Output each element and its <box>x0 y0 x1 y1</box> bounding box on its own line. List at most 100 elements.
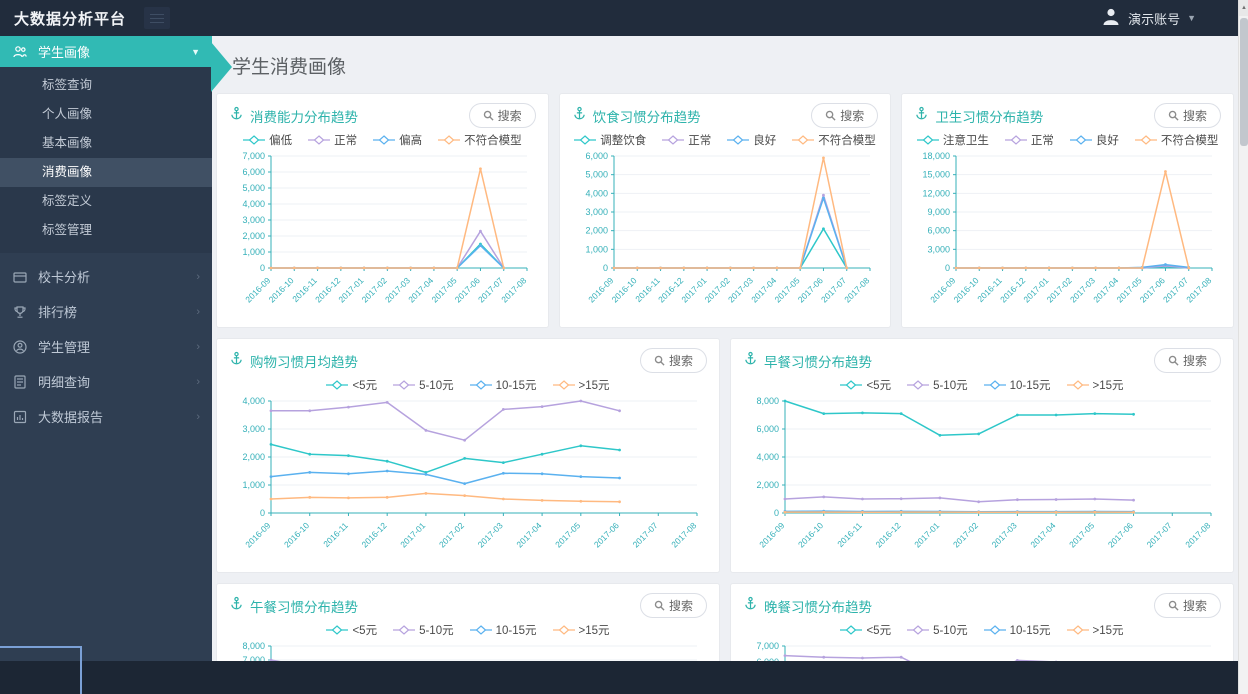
legend-label: >15元 <box>1092 379 1124 392</box>
svg-text:2,000: 2,000 <box>242 231 265 241</box>
legend-marker-icon <box>840 379 863 390</box>
svg-text:2016-10: 2016-10 <box>267 275 296 304</box>
sidebar-subitem[interactable]: 标签定义 <box>42 194 93 208</box>
search-button-label: 搜索 <box>497 109 522 123</box>
line-chart: 0 2,000 4,000 6,000 8,000 2016-09 2016-10 2016-… <box>756 396 1212 549</box>
active-menu-arrow <box>211 42 232 92</box>
chart-title: 早餐习惯分布趋势 <box>764 354 872 370</box>
svg-text:4,000: 4,000 <box>585 188 608 198</box>
search-button[interactable]: 搜索 <box>1153 348 1221 373</box>
legend-marker-icon <box>907 379 930 390</box>
sidebar-subitem[interactable]: 标签查询 <box>42 78 93 92</box>
line-chart: 01,0002,0003,0004,0005,0006,0002016-0920… <box>585 151 871 304</box>
anchor-icon <box>229 596 244 616</box>
svg-text:2017-03: 2017-03 <box>476 520 505 549</box>
legend-marker-icon <box>1066 624 1089 635</box>
search-button-label: 搜索 <box>1182 109 1207 123</box>
legend-item[interactable]: 5-10元 <box>393 377 454 393</box>
legend-item[interactable]: >15元 <box>1066 377 1124 393</box>
svg-text:2016-11: 2016-11 <box>835 520 864 549</box>
search-button[interactable]: 搜索 <box>639 593 707 618</box>
sidebar-item-label: 大数据报告 <box>38 410 104 425</box>
search-button[interactable]: 搜索 <box>639 348 707 373</box>
vertical-scrollbar[interactable]: ▲ <box>1238 0 1248 694</box>
sidebar-item-label: 排行榜 <box>38 305 78 320</box>
chart-legend: 注意卫生 正常 良好 不符合模型 <box>914 131 1221 148</box>
search-button[interactable]: 搜索 <box>1153 593 1221 618</box>
sidebar-item[interactable]: 校卡分析 › <box>0 259 212 294</box>
legend-item[interactable]: <5元 <box>326 622 377 638</box>
sidebar-item[interactable]: 排行榜 › <box>0 294 212 329</box>
search-icon <box>654 600 665 611</box>
legend-item[interactable]: 10-15元 <box>469 377 537 393</box>
legend-item[interactable]: 正常 <box>308 132 357 148</box>
sidebar-subitem[interactable]: 基本画像 <box>42 136 93 150</box>
line-chart: 01,0002,0003,0004,0005,0006,0007,0002016… <box>756 641 1211 661</box>
svg-text:6,000: 6,000 <box>756 424 779 434</box>
legend-label: 不符合模型 <box>818 134 876 147</box>
legend-item[interactable]: 不符合模型 <box>1134 132 1218 148</box>
sidebar-item[interactable]: 明细查询 › <box>0 364 212 399</box>
legend-item[interactable]: 注意卫生 <box>916 132 989 148</box>
user-menu[interactable]: 演示账号 ▼ <box>1101 6 1196 31</box>
svg-text:2,000: 2,000 <box>756 480 779 490</box>
svg-text:2017-06: 2017-06 <box>592 520 621 549</box>
search-button[interactable]: 搜索 <box>1153 103 1221 128</box>
scrollbar-up-arrow-icon[interactable]: ▲ <box>1239 0 1248 16</box>
svg-text:2017-05: 2017-05 <box>553 520 582 549</box>
legend-item[interactable]: 5-10元 <box>907 622 968 638</box>
chevron-right-icon: › <box>196 270 200 283</box>
legend-marker-icon <box>393 379 416 390</box>
sidebar-item[interactable]: 大数据报告 › <box>0 399 212 434</box>
legend-item[interactable]: 不符合模型 <box>792 132 876 148</box>
legend-item[interactable]: 不符合模型 <box>438 132 522 148</box>
legend-item[interactable]: <5元 <box>840 622 891 638</box>
sidebar-item-label: 学生画像 <box>38 45 91 60</box>
anchor-icon <box>229 106 244 126</box>
sidebar-subitem[interactable]: 标签管理 <box>42 223 93 237</box>
svg-text:0: 0 <box>260 263 265 273</box>
svg-text:4,000: 4,000 <box>242 396 265 406</box>
svg-text:15,000: 15,000 <box>923 170 951 180</box>
chevron-right-icon: › <box>196 305 200 318</box>
legend-item[interactable]: 偏高 <box>373 132 422 148</box>
svg-text:2016-09: 2016-09 <box>243 520 272 549</box>
legend-item[interactable]: 良好 <box>1069 132 1119 148</box>
legend-marker-icon <box>907 624 930 635</box>
sidebar-item-student-profile[interactable]: 学生画像 ▼ <box>0 36 212 67</box>
legend-item[interactable]: 10-15元 <box>983 377 1051 393</box>
legend-item[interactable]: 偏低 <box>243 132 292 148</box>
chart-legend: <5元 5-10元 10-15元 >15元 <box>743 621 1221 638</box>
legend-item[interactable]: 5-10元 <box>907 377 968 393</box>
legend-item[interactable]: 10-15元 <box>469 622 537 638</box>
svg-text:0: 0 <box>260 508 265 518</box>
student-manage-icon <box>12 339 28 355</box>
legend-marker-icon <box>983 379 1006 390</box>
legend-item[interactable]: 良好 <box>727 132 776 148</box>
legend-label: <5元 <box>866 624 892 637</box>
sidebar-item[interactable]: 学生管理 › <box>0 329 212 364</box>
legend-item[interactable]: 5-10元 <box>393 622 454 638</box>
sidebar-collapse-button[interactable] <box>144 7 171 29</box>
legend-label: 调整饮食 <box>600 134 647 147</box>
sidebar-subitem[interactable]: 消费画像 <box>0 158 212 187</box>
legend-item[interactable]: 正常 <box>662 132 711 148</box>
search-button[interactable]: 搜索 <box>811 103 879 128</box>
legend-item[interactable]: 调整饮食 <box>574 132 646 148</box>
legend-item[interactable]: 10-15元 <box>983 622 1051 638</box>
chart-card: 饮食习惯分布趋势 搜索 调整饮食 正常 良好 不符合模型 0 1,000 2,000 3,000 4… <box>558 93 892 328</box>
legend-item[interactable]: 正常 <box>1004 132 1054 148</box>
svg-text:6,000: 6,000 <box>585 151 608 161</box>
legend-item[interactable]: <5元 <box>326 377 377 393</box>
legend-item[interactable]: >15元 <box>552 377 610 393</box>
sidebar-subitem[interactable]: 个人画像 <box>42 107 93 121</box>
legend-item[interactable]: >15元 <box>1066 622 1124 638</box>
svg-text:6,000: 6,000 <box>928 226 951 236</box>
line-chart: 01,0002,0003,0004,0005,0006,0007,0002016… <box>242 151 528 304</box>
search-button[interactable]: 搜索 <box>468 103 536 128</box>
legend-item[interactable]: >15元 <box>552 622 610 638</box>
legend-item[interactable]: <5元 <box>840 377 891 393</box>
legend-marker-icon <box>326 624 349 635</box>
chart-row-2: 购物习惯月均趋势 搜索 <5元 5-10元 10-15元 >15元 0 1,000 2,000 3… <box>216 338 1234 573</box>
scrollbar-thumb[interactable] <box>1240 18 1248 146</box>
